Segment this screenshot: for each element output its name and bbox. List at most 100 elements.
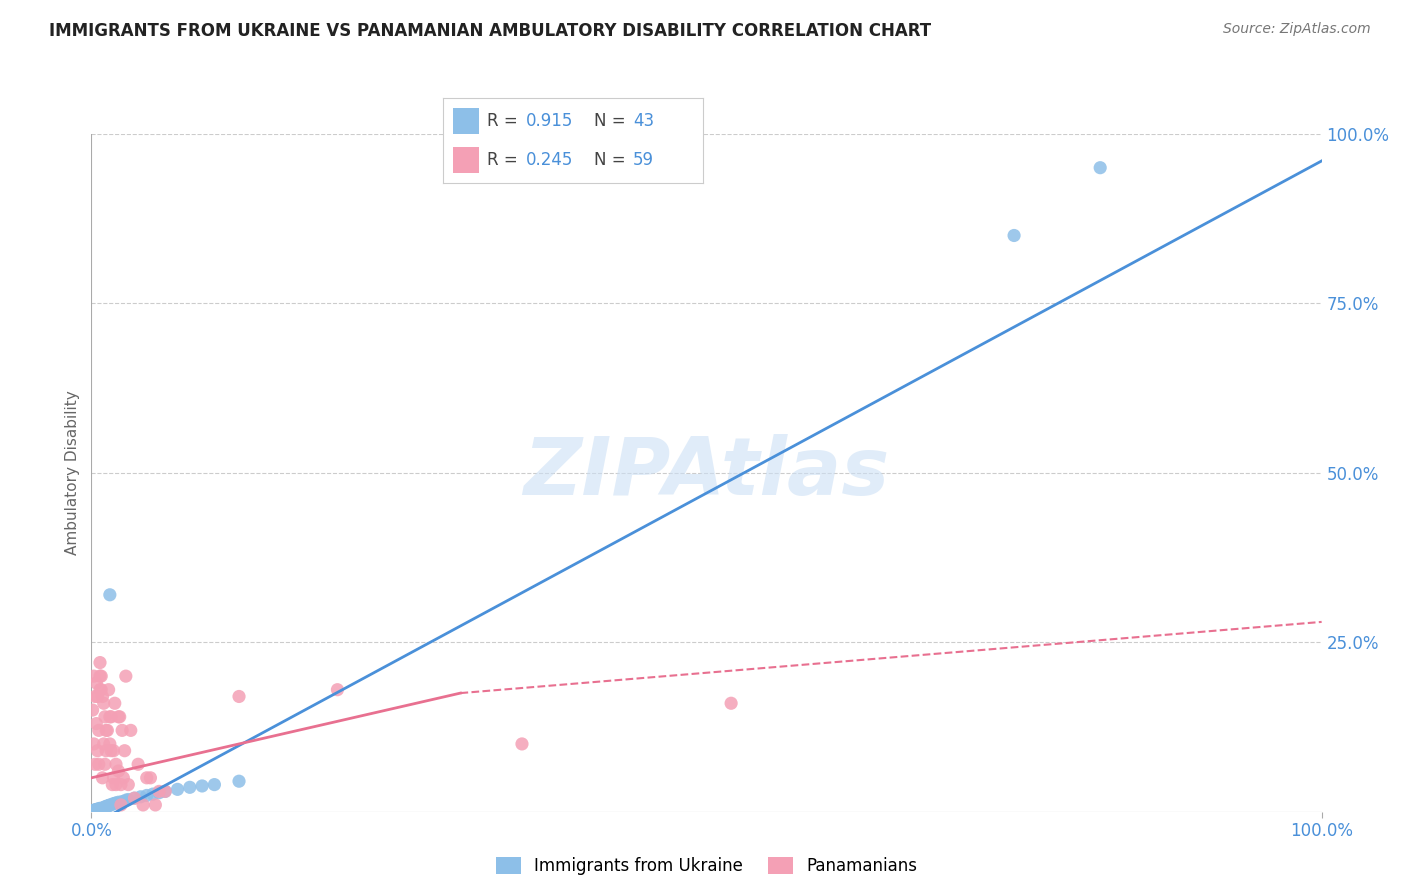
Text: Source: ZipAtlas.com: Source: ZipAtlas.com [1223, 22, 1371, 37]
Legend: Immigrants from Ukraine, Panamanians: Immigrants from Ukraine, Panamanians [489, 850, 924, 881]
Point [91, 690, 114, 704]
Point [86, 803, 108, 817]
Point [90, 802, 112, 816]
Point [510, 737, 533, 751]
Point [114, 669, 138, 683]
Point [191, 779, 214, 793]
Point [228, 690, 250, 704]
Text: 0.245: 0.245 [526, 151, 574, 169]
Point [114, 744, 136, 758]
Point [90, 801, 112, 815]
Point [84, 757, 107, 772]
Point [84, 690, 107, 704]
Text: IMMIGRANTS FROM UKRAINE VS PANAMANIAN AMBULATORY DISABILITY CORRELATION CHART: IMMIGRANTS FROM UKRAINE VS PANAMANIAN AM… [49, 22, 931, 40]
Point [89, 802, 111, 816]
Point [135, 789, 157, 803]
Point [84, 803, 107, 817]
Point [114, 793, 138, 807]
Point [326, 682, 349, 697]
Point [82, 703, 104, 717]
Text: R =: R = [486, 112, 523, 129]
Y-axis label: Ambulatory Disability: Ambulatory Disability [65, 391, 80, 555]
Point [96, 723, 117, 738]
Point [83, 669, 105, 683]
Point [720, 696, 742, 710]
Point [100, 797, 122, 812]
Point [179, 780, 201, 795]
Point [86, 744, 108, 758]
Text: 59: 59 [633, 151, 654, 169]
Point [124, 791, 146, 805]
Point [153, 784, 177, 798]
Point [90, 682, 112, 697]
Point [110, 797, 132, 812]
Point [111, 795, 134, 809]
Point [86, 803, 108, 817]
Point [100, 744, 122, 758]
Point [98, 737, 121, 751]
Point [117, 792, 139, 806]
Point [96, 723, 118, 738]
Point [86, 716, 108, 731]
Point [98, 588, 121, 602]
Point [94, 757, 117, 772]
FancyBboxPatch shape [453, 108, 479, 134]
Point [86, 676, 108, 690]
Point [107, 795, 129, 809]
Text: ZIPAtlas: ZIPAtlas [523, 434, 890, 512]
Point [1088, 161, 1111, 175]
Point [89, 656, 111, 670]
Point [94, 710, 117, 724]
Point [103, 797, 125, 811]
Point [142, 787, 165, 801]
Point [93, 737, 115, 751]
Point [87, 803, 110, 817]
Point [93, 800, 115, 814]
FancyBboxPatch shape [453, 147, 479, 173]
Point [87, 757, 110, 772]
Point [111, 723, 134, 738]
Point [87, 802, 110, 816]
Point [86, 802, 108, 816]
Text: R =: R = [486, 151, 523, 169]
Point [148, 786, 170, 800]
Point [83, 804, 105, 818]
Point [105, 796, 127, 810]
Point [166, 782, 188, 797]
Point [1002, 228, 1025, 243]
Text: N =: N = [593, 151, 631, 169]
Point [148, 784, 170, 798]
Point [96, 744, 117, 758]
Point [127, 757, 149, 772]
Point [87, 723, 110, 738]
Text: N =: N = [593, 112, 631, 129]
Point [93, 696, 115, 710]
Point [90, 669, 112, 683]
Point [105, 757, 127, 772]
Point [86, 803, 108, 817]
Point [94, 800, 117, 814]
Point [83, 803, 105, 817]
Point [124, 791, 146, 805]
Point [86, 690, 108, 704]
Point [101, 778, 124, 792]
Point [129, 789, 152, 804]
Point [104, 696, 127, 710]
Point [89, 801, 111, 815]
Point [97, 798, 120, 813]
Point [84, 803, 107, 817]
Point [103, 771, 125, 785]
Point [132, 797, 155, 812]
Point [202, 778, 225, 792]
Point [89, 669, 111, 683]
Point [228, 774, 250, 789]
Point [96, 799, 118, 814]
Point [82, 804, 104, 818]
Point [98, 710, 121, 724]
Point [110, 778, 132, 792]
Point [98, 797, 121, 812]
Point [108, 710, 131, 724]
Point [117, 778, 139, 792]
Point [105, 778, 127, 792]
Point [112, 771, 135, 785]
